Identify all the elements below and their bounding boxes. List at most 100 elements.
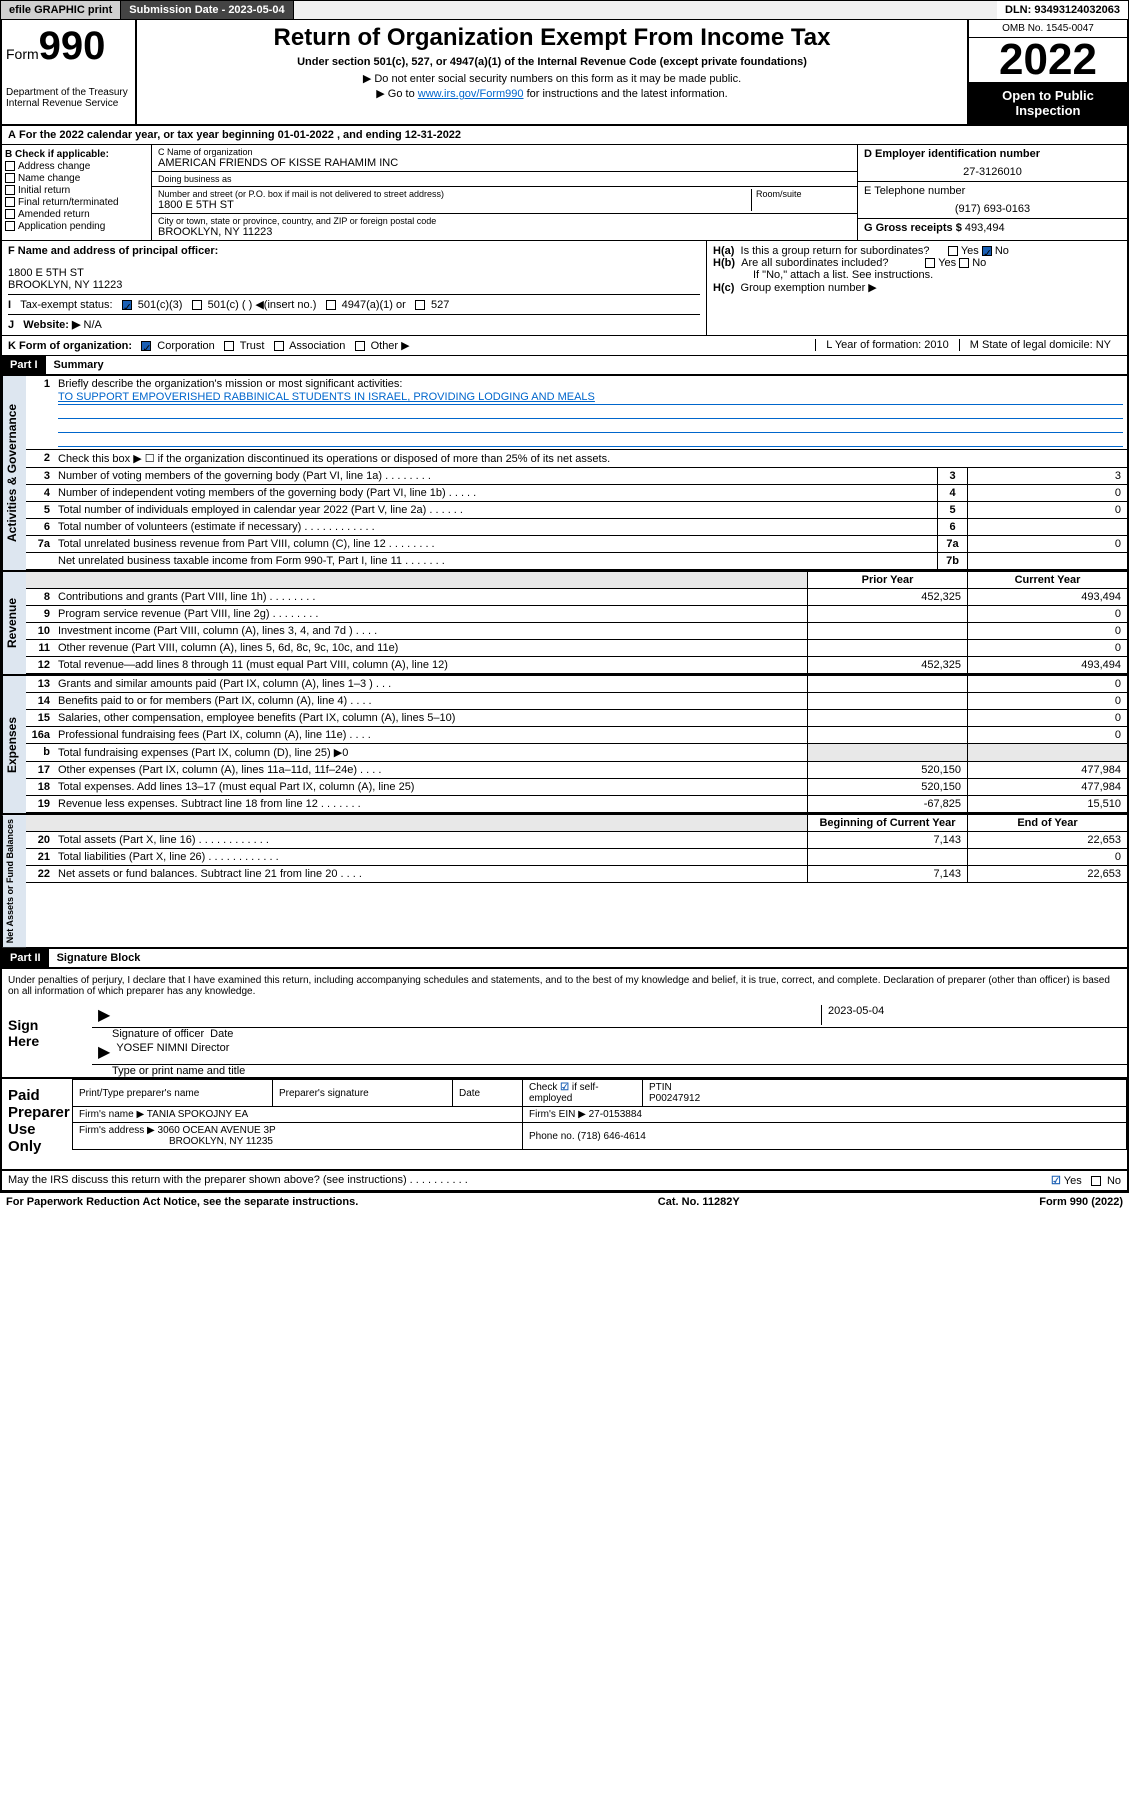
line-12: 12Total revenue—add lines 8 through 11 (… — [26, 657, 1127, 674]
city-label: City or town, state or province, country… — [158, 216, 851, 226]
form-subtitle: Under section 501(c), 527, or 4947(a)(1)… — [141, 56, 963, 68]
city-state-zip: BROOKLYN, NY 11223 — [158, 226, 851, 238]
street-address: 1800 E 5TH ST — [158, 199, 751, 211]
row-A-tax-year: A For the 2022 calendar year, or tax yea… — [2, 126, 1127, 145]
footer-left: For Paperwork Reduction Act Notice, see … — [6, 1196, 358, 1208]
chk-501c[interactable] — [192, 300, 202, 310]
hb-no[interactable] — [959, 258, 969, 268]
gross-value: 493,494 — [965, 222, 1005, 234]
hb-label: Are all subordinates included? — [741, 257, 888, 269]
col-C-org-info: C Name of organizationAMERICAN FRIENDS O… — [152, 145, 857, 240]
chk-name-change[interactable]: Name change — [5, 173, 148, 184]
phone-value: (917) 693-0163 — [864, 197, 1121, 215]
chk-4947[interactable] — [326, 300, 336, 310]
self-employed-chk[interactable]: Check ☑ if self-employed — [529, 1082, 599, 1104]
page-footer: For Paperwork Reduction Act Notice, see … — [0, 1192, 1129, 1211]
ha-no[interactable]: ✓ — [982, 246, 992, 256]
current-year-hdr: Current Year — [967, 572, 1127, 588]
hb-yes[interactable] — [925, 258, 935, 268]
gov-line-7b: Net unrelated business taxable income fr… — [26, 553, 1127, 570]
paid-preparer-label: Paid Preparer Use Only — [2, 1079, 72, 1169]
submission-date: Submission Date - 2023-05-04 — [121, 1, 293, 19]
officer-label: F Name and address of principal officer: — [8, 245, 218, 257]
ein-value: 27-3126010 — [864, 160, 1121, 178]
line-13: 13Grants and similar amounts paid (Part … — [26, 676, 1127, 693]
tax-exempt-label: Tax-exempt status: — [20, 299, 112, 311]
ptin-value: P00247912 — [649, 1093, 1120, 1104]
dba-label: Doing business as — [158, 174, 851, 184]
perjury-statement: Under penalties of perjury, I declare th… — [2, 969, 1127, 1003]
paid-preparer-row: Paid Preparer Use Only Print/Type prepar… — [2, 1079, 1127, 1171]
sig-date: 2023-05-04 — [828, 1005, 884, 1017]
firm-name: TANIA SPOKOJNY EA — [147, 1109, 248, 1120]
footer-right: Form 990 (2022) — [1039, 1196, 1123, 1208]
date-label: Date — [204, 1028, 504, 1040]
row-K: K Form of organization: ✓ Corporation Tr… — [2, 336, 1127, 356]
firm-phone-label: Phone no. — [529, 1131, 575, 1142]
gov-line-6: 6Total number of volunteers (estimate if… — [26, 519, 1127, 536]
col-D-ein: D Employer identification number27-31260… — [857, 145, 1127, 240]
firm-addr-label: Firm's address ▶ — [79, 1125, 155, 1136]
line-19: 19Revenue less expenses. Subtract line 1… — [26, 796, 1127, 813]
instructions-link-row: Go to www.irs.gov/Form990 for instructio… — [141, 87, 963, 100]
chk-corporation[interactable]: ✓ — [141, 341, 151, 351]
street-label: Number and street (or P.O. box if mail i… — [158, 189, 751, 199]
prep-sig-hdr: Preparer's signature — [273, 1080, 453, 1107]
chk-trust[interactable] — [224, 341, 234, 351]
form-title: Return of Organization Exempt From Incom… — [141, 24, 963, 52]
officer-sig-label: Signature of officer — [112, 1028, 204, 1040]
side-governance: Activities & Governance — [2, 376, 26, 570]
chk-527[interactable] — [415, 300, 425, 310]
form-number: Form990 — [6, 24, 131, 69]
chk-amended-return[interactable]: Amended return — [5, 209, 148, 220]
discuss-label: May the IRS discuss this return with the… — [8, 1174, 468, 1187]
section-BCD: B Check if applicable: Address change Na… — [2, 145, 1127, 241]
row-FH: F Name and address of principal officer:… — [2, 241, 1127, 336]
line-11: 11Other revenue (Part VIII, column (A), … — [26, 640, 1127, 657]
chk-application-pending[interactable]: Application pending — [5, 221, 148, 232]
chk-association[interactable] — [274, 341, 284, 351]
prep-date-hdr: Date — [453, 1080, 523, 1107]
firm-addr1: 3060 OCEAN AVENUE 3P — [158, 1125, 276, 1136]
end-year-hdr: End of Year — [967, 815, 1127, 831]
line-8: 8Contributions and grants (Part VIII, li… — [26, 589, 1127, 606]
open-inspection-badge: Open to Public Inspection — [969, 82, 1127, 124]
line-18: 18Total expenses. Add lines 13–17 (must … — [26, 779, 1127, 796]
chk-initial-return[interactable]: Initial return — [5, 185, 148, 196]
part-I-header: Part ISummary — [2, 356, 1127, 376]
room-label: Room/suite — [756, 189, 851, 199]
state-domicile: M State of legal domicile: NY — [959, 339, 1121, 351]
discuss-row: May the IRS discuss this return with the… — [2, 1171, 1127, 1190]
gov-line-3: 3Number of voting members of the governi… — [26, 468, 1127, 485]
website-label: Website: ▶ — [23, 319, 80, 331]
sign-here-label: Sign Here — [2, 1003, 72, 1077]
firm-ein: 27-0153884 — [589, 1109, 642, 1120]
hc-label: Group exemption number ▶ — [741, 282, 877, 294]
revenue-section: Revenue Prior YearCurrent Year 8Contribu… — [2, 570, 1127, 674]
discuss-no[interactable] — [1091, 1176, 1101, 1186]
line2-checkbox: Check this box ▶ ☐ if the organization d… — [54, 450, 1127, 467]
officer-addr1: 1800 E 5TH ST — [8, 257, 700, 279]
line-17: 17Other expenses (Part IX, column (A), l… — [26, 762, 1127, 779]
chk-other[interactable] — [355, 341, 365, 351]
chk-address-change[interactable]: Address change — [5, 161, 148, 172]
ptin-label: PTIN — [649, 1082, 1120, 1093]
dln-label: DLN: 93493124032063 — [997, 1, 1128, 19]
line-22: 22Net assets or fund balances. Subtract … — [26, 866, 1127, 883]
side-expenses: Expenses — [2, 676, 26, 813]
line-21: 21Total liabilities (Part X, line 26) . … — [26, 849, 1127, 866]
sign-here-row: Sign Here ▶2023-05-04 Signature of offic… — [2, 1003, 1127, 1079]
expenses-section: Expenses 13Grants and similar amounts pa… — [2, 674, 1127, 813]
chk-501c3[interactable]: ✓ — [122, 300, 132, 310]
chk-final-return[interactable]: Final return/terminated — [5, 197, 148, 208]
ein-label: D Employer identification number — [864, 148, 1040, 160]
ssn-warning: Do not enter social security numbers on … — [141, 72, 963, 85]
mission-label: Briefly describe the organization's miss… — [58, 378, 402, 390]
firm-phone: (718) 646-4614 — [577, 1131, 645, 1142]
efile-print-button[interactable]: efile GRAPHIC print — [1, 1, 121, 19]
irs-link[interactable]: www.irs.gov/Form990 — [418, 88, 524, 100]
ha-yes[interactable] — [948, 246, 958, 256]
firm-ein-label: Firm's EIN ▶ — [529, 1109, 586, 1120]
discuss-yes[interactable]: ☑ — [1051, 1175, 1061, 1187]
footer-catno: Cat. No. 11282Y — [658, 1196, 740, 1208]
